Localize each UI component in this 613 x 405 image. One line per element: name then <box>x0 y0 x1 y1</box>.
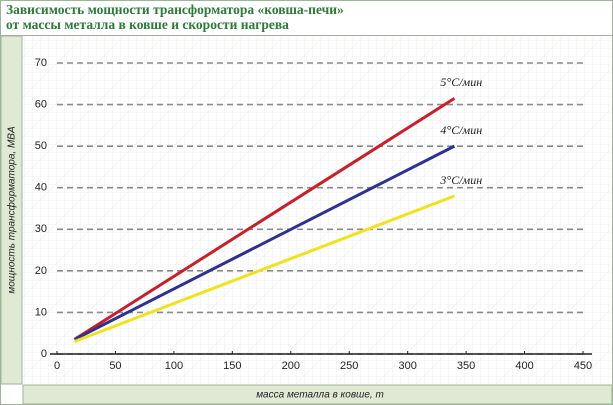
y-tick-label: 10 <box>35 306 47 318</box>
x-tick-label: 350 <box>457 360 475 372</box>
chart-title: Зависимость мощности трансформатора «ков… <box>6 2 344 17</box>
x-axis-label: масса металла в ковше, т <box>256 390 384 401</box>
series-line <box>73 194 455 343</box>
x-tick-label: 400 <box>515 360 533 372</box>
y-tick-label: 60 <box>35 98 47 110</box>
y-label-strip <box>0 35 23 385</box>
y-tick-label: 30 <box>35 223 47 235</box>
x-tick-label: 300 <box>398 360 416 372</box>
y-tick-label: 50 <box>35 140 47 152</box>
series-line <box>73 144 456 341</box>
series-label: 3°C/мин <box>439 173 482 187</box>
paper-diag <box>23 36 612 384</box>
y-axis-label: мощность трансформатора, MBA <box>6 126 18 294</box>
x-tick-label: 50 <box>109 360 121 372</box>
y-tick-label: 20 <box>35 265 47 277</box>
x-tick-label: 250 <box>340 360 358 372</box>
series-line <box>73 97 456 341</box>
x-tick-label: 450 <box>574 360 592 372</box>
y-tick-label: 40 <box>35 182 47 194</box>
series-label: 4°C/мин <box>440 123 482 137</box>
chart-subtitle: от массы металла в ковше и скорости нагр… <box>6 17 289 32</box>
x-label-strip <box>22 384 613 405</box>
x-tick-label: 200 <box>282 360 300 372</box>
y-tick-label: 70 <box>35 57 47 69</box>
x-tick-label: 150 <box>223 360 241 372</box>
x-tick-label: 0 <box>54 360 60 372</box>
x-tick-label: 100 <box>165 360 183 372</box>
series-label: 5°C/мин <box>440 75 482 89</box>
y-tick-label: 0 <box>41 348 47 360</box>
